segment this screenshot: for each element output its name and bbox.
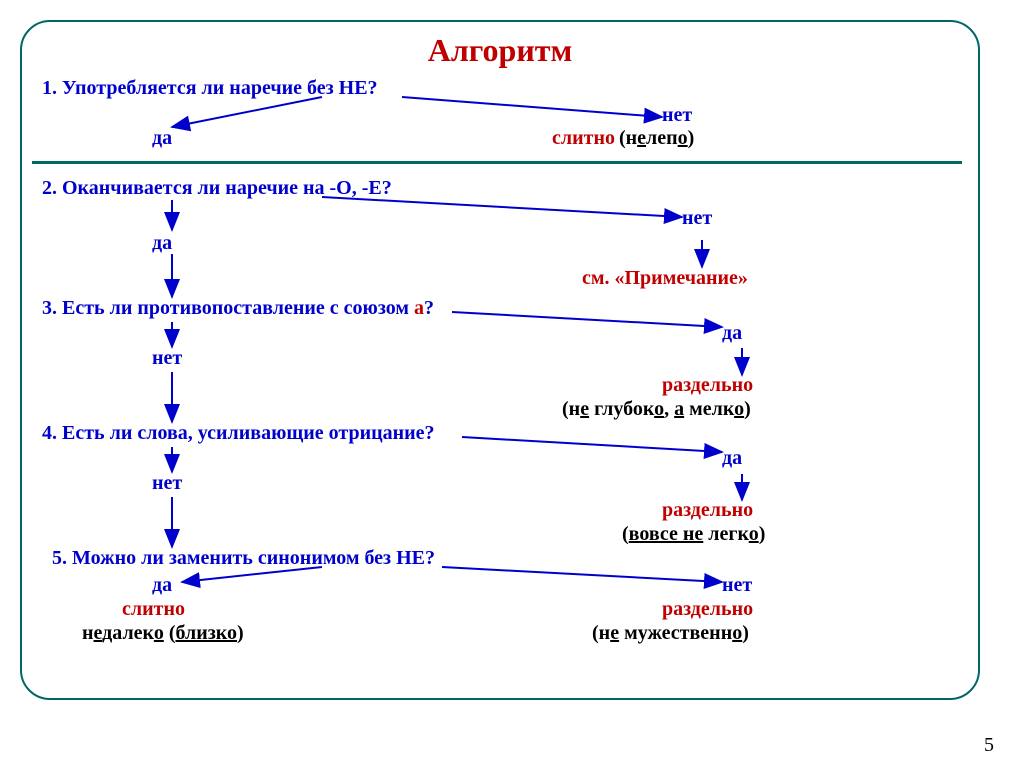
q5-yes-result: слитно (122, 598, 185, 621)
q4-example: (вовсе не легко) (622, 523, 765, 546)
q5-no-result: раздельно (662, 598, 753, 621)
q3-text: 3. Есть ли противопоставление с союзом а… (42, 297, 434, 320)
q1-text: 1. Употребляется ли наречие без НЕ? (42, 77, 378, 100)
q4-net: нет (152, 472, 182, 495)
q3-result: раздельно (662, 374, 753, 397)
title: Алгоритм (42, 32, 958, 69)
q4-result: раздельно (662, 499, 753, 522)
q4-da: да (722, 447, 742, 470)
q2-no-result: см. «Примечание» (582, 267, 748, 290)
q3-da: да (722, 322, 742, 345)
q1-no: нет (662, 104, 692, 127)
page-number: 5 (984, 734, 994, 757)
q1-yes: да (152, 127, 172, 150)
q5-no: нет (722, 574, 752, 597)
q2-text: 2. Оканчивается ли наречие на -О, -Е? (42, 177, 392, 200)
q3-net: нет (152, 347, 182, 370)
q4-text: 4. Есть ли слова, усиливающие отрицание? (42, 422, 435, 445)
q5-no-example: (не мужественно) (592, 622, 749, 645)
q3-example: (не глубоко, а мелко) (562, 398, 751, 421)
q2-no: нет (682, 207, 712, 230)
q2-yes: да (152, 232, 172, 255)
algorithm-frame: Алгоритм 1. Употребляется ли наречие без… (20, 20, 980, 700)
q1-no-result: слитно (нелепо) (552, 127, 694, 150)
q5-text: 5. Можно ли заменить синонимом без НЕ? (52, 547, 435, 570)
q5-yes-example: недалеко (близко) (82, 622, 244, 645)
q5-yes: да (152, 574, 172, 597)
